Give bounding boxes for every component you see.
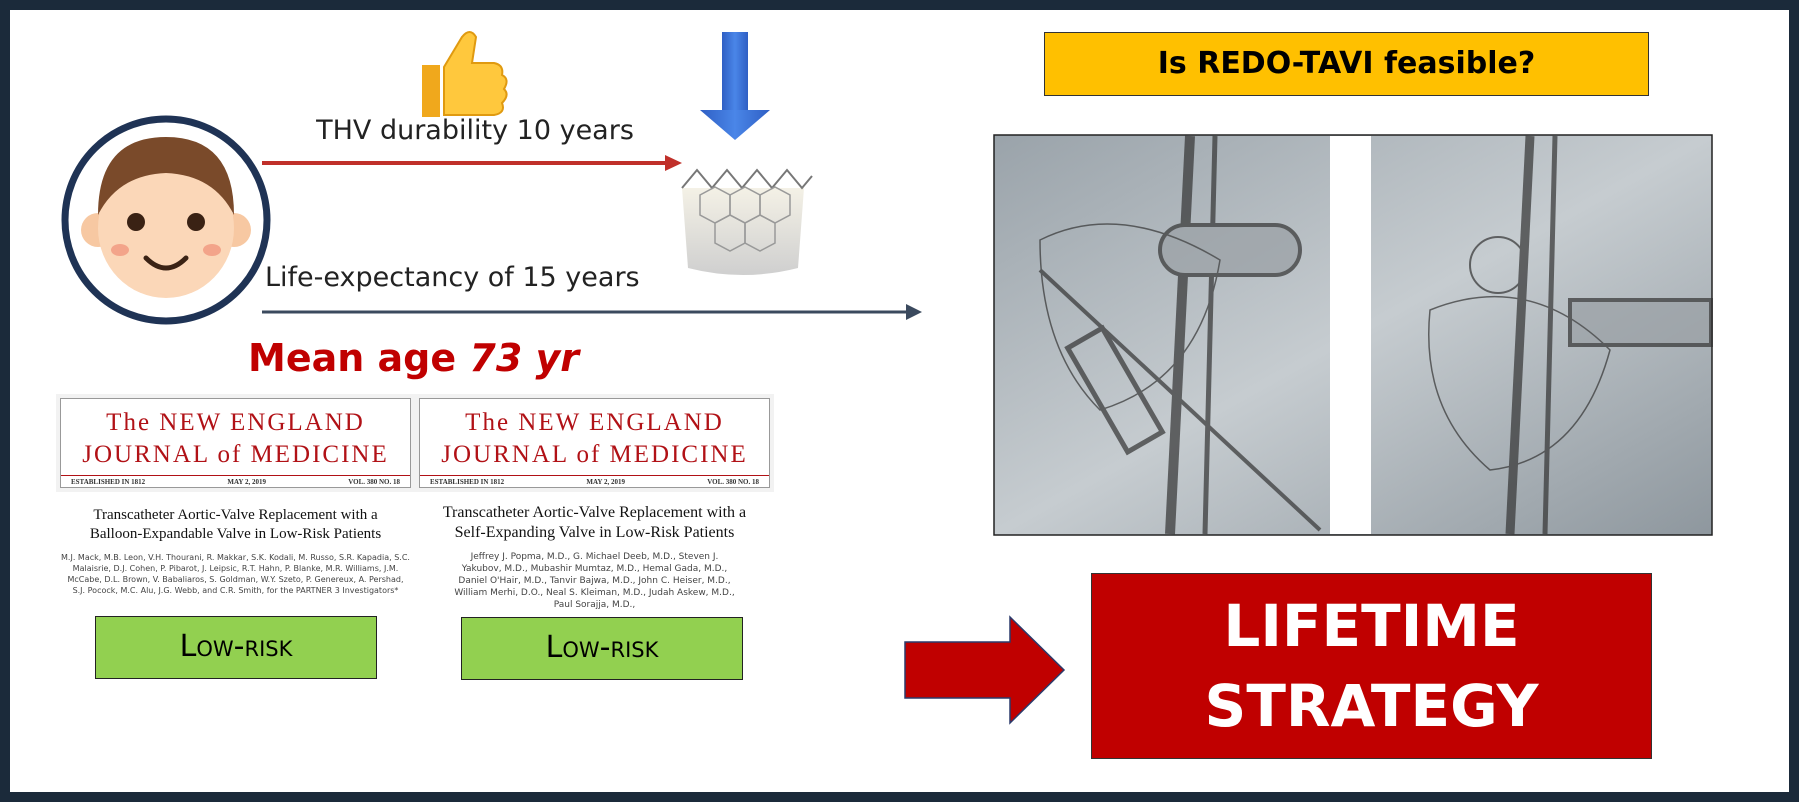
arrow-head: [665, 155, 682, 171]
volume: VOL. 380 NO. 18: [707, 478, 759, 486]
thv-label: THV durability 10 years: [316, 115, 634, 146]
article-title: Transcatheter Aortic-Valve Replacement w…: [442, 504, 747, 541]
article-authors: M.J. Mack, M.B. Leon, V.H. Thourani, R. …: [61, 553, 410, 595]
conclusion-2: STRATEGY: [1204, 672, 1539, 740]
fluoroscopy-image: [993, 134, 1713, 536]
article: The NEW ENGLAND JOURNAL of MEDICINE ESTA…: [419, 398, 770, 611]
block-arrow: [904, 615, 1066, 725]
conclusion-box: LIFETIME STRATEGY: [1091, 573, 1652, 759]
risk-box: Low-risk: [95, 616, 377, 679]
mean-age: Mean age 73 yr: [248, 336, 579, 380]
question-box: Is REDO-TAVI feasible?: [1044, 32, 1649, 96]
risk-box: Low-risk: [461, 617, 743, 680]
volume: VOL. 380 NO. 18: [348, 478, 400, 486]
masthead-2: JOURNAL of MEDICINE: [82, 441, 389, 468]
graphics: [61, 31, 1713, 725]
date: MAY 2, 2019: [586, 478, 625, 486]
meta: ESTABLISHED IN 1812 MAY 2, 2019 VOL. 380 N…: [61, 475, 410, 486]
article: The NEW ENGLAND JOURNAL of MEDICINE ESTA…: [60, 398, 411, 596]
masthead-1: The NEW ENGLAND: [106, 409, 365, 436]
article-authors: Jeffrey J. Popma, M.D., G. Michael Deeb,…: [454, 552, 735, 610]
arrow-head: [906, 304, 922, 320]
patient-face: [61, 115, 271, 325]
slide: THV durability 10 years Life-expectancy …: [10, 10, 1789, 792]
life-label: Life-expectancy of 15 years: [265, 262, 640, 293]
thumbs-up-icon: [422, 31, 508, 117]
masthead: The NEW ENGLAND JOURNAL of MEDICINE ESTA…: [419, 398, 770, 488]
mean-age-value: 73 yr: [469, 336, 579, 380]
established: ESTABLISHED IN 1812: [71, 478, 146, 486]
masthead-2: JOURNAL of MEDICINE: [441, 441, 748, 468]
mean-age-prefix: Mean age: [248, 336, 457, 380]
article-title: Transcatheter Aortic-Valve Replacement w…: [89, 507, 382, 542]
valve-image: [681, 168, 813, 275]
established: ESTABLISHED IN 1812: [430, 478, 505, 486]
masthead-1: The NEW ENGLAND: [465, 409, 724, 436]
date: MAY 2, 2019: [227, 478, 266, 486]
conclusion-1: LIFETIME: [1223, 592, 1520, 660]
meta: ESTABLISHED IN 1812 MAY 2, 2019 VOL. 380 N…: [420, 475, 769, 486]
down-arrow: [700, 32, 770, 140]
masthead: The NEW ENGLAND JOURNAL of MEDICINE ESTA…: [60, 398, 411, 488]
